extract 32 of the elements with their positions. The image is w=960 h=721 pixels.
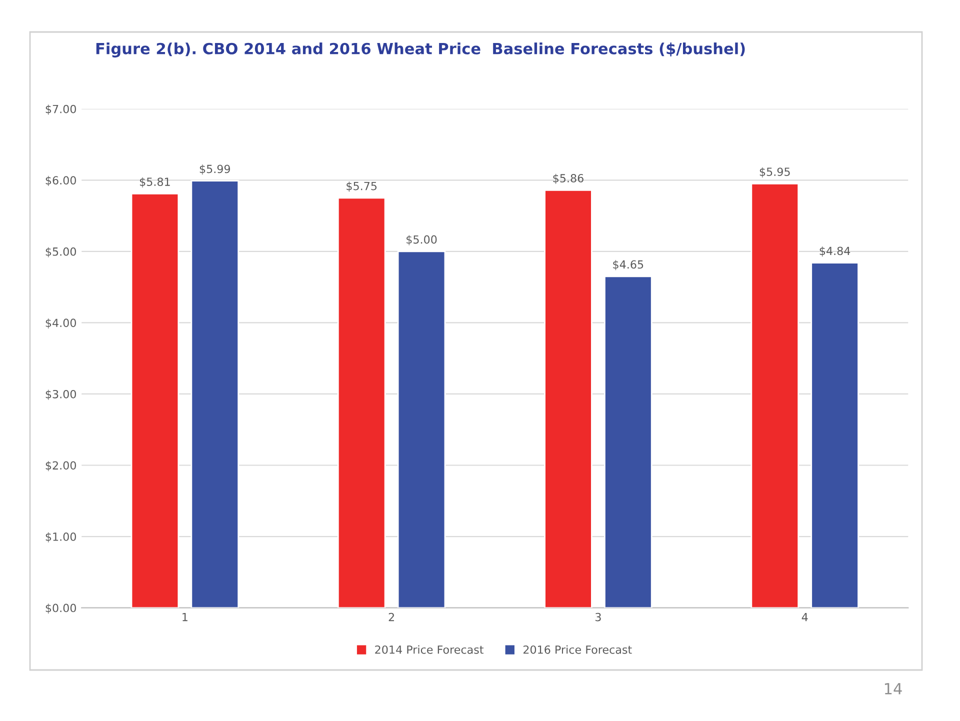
- x-tick-label: 3: [596, 612, 601, 622]
- data-label: $5.81: [140, 177, 170, 188]
- bar: [750, 183, 800, 608]
- y-tick-label: $2.00: [46, 461, 76, 472]
- bar: [130, 192, 180, 608]
- data-label: $5.00: [406, 235, 437, 246]
- text: 14: [884, 683, 902, 694]
- bar: [604, 276, 652, 608]
- data-label: $4.65: [613, 260, 644, 270]
- y-tick-label: $3.00: [46, 390, 76, 400]
- y-tick-label: $0.00: [46, 604, 76, 614]
- chart-title: Figure 2(b). CBO 2014 and 2016 Wheat Price Baseline Forecasts ($/bushel): [96, 42, 745, 58]
- x-tick-label: 4: [802, 613, 808, 622]
- y-tick-label: $4.00: [46, 318, 76, 329]
- legend-label: 2016 Price Forecast: [523, 645, 632, 654]
- bar: [397, 250, 446, 608]
- bar: [810, 262, 859, 608]
- x-tick-label: 1: [182, 613, 188, 622]
- y-tick-label: $5.00: [46, 247, 76, 258]
- bar: [190, 180, 240, 608]
- data-label: $5.95: [760, 167, 790, 178]
- bar: [544, 189, 592, 608]
- data-label: $4.84: [820, 246, 850, 257]
- legend-label: 2014 Price Forecast: [375, 645, 484, 654]
- y-tick-label: $7.00: [46, 104, 76, 115]
- y-tick-label: $6.00: [46, 176, 76, 186]
- data-label: $5.75: [346, 182, 377, 192]
- data-label: $5.86: [553, 174, 584, 184]
- bar: [337, 197, 386, 608]
- x-tick-label: 2: [388, 612, 394, 622]
- y-tick-label: $1.00: [46, 532, 76, 542]
- data-label: $5.99: [200, 164, 230, 175]
